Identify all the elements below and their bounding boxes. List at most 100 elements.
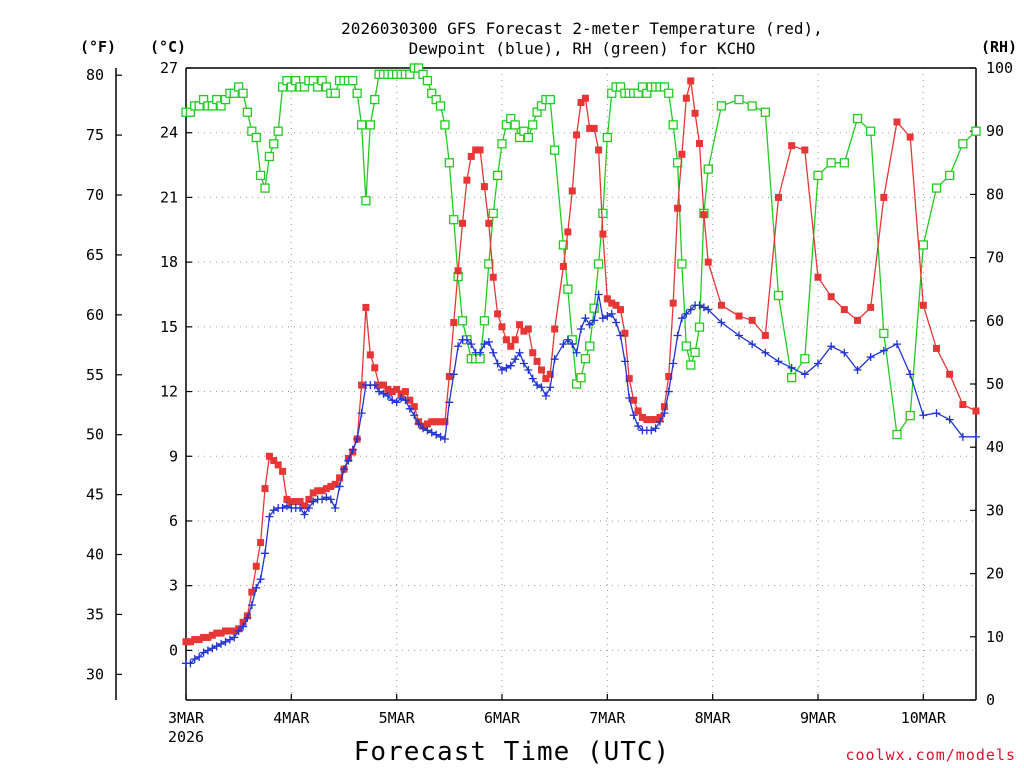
x-tick-label: 9MAR [800,709,837,727]
rh-point [348,75,358,86]
temperature-point [599,230,607,238]
dewpoint-point [669,359,678,368]
temperature-point [309,489,317,497]
temperature-point [472,146,480,154]
rh-point [598,208,608,219]
temperature-point [410,403,418,411]
dewpoint-point [603,312,612,321]
temperature-point [840,306,848,314]
rh-tick-label: 90 [986,122,1004,140]
temperature-point [450,319,458,327]
celsius-tick-label: 0 [169,641,178,659]
dewpoint-point [454,342,463,351]
temperature-point [775,193,782,201]
dewpoint-point [225,635,234,644]
dewpoint-point [217,639,226,648]
temperature-point [612,301,620,309]
temperature-point [643,416,651,424]
rh-point [440,120,450,130]
temperature-point [559,262,567,270]
celsius-axis-unit: (°C) [150,38,186,56]
dewpoint-point [879,346,888,355]
dewpoint-point [660,409,669,418]
temperature-point [498,323,506,331]
temperature-point [287,498,295,506]
dewpoint-point [190,655,199,664]
temperature-point [327,482,335,490]
dewpoint-point [581,314,590,323]
dewpoint-point [550,355,559,364]
dewpoint-point [239,622,248,631]
dewpoint-point [344,456,353,465]
temperature-point [252,562,260,570]
temperature-point [261,485,269,493]
rh-point [686,360,696,370]
temperature-point [687,77,695,85]
dewpoint-point [506,361,515,370]
dewpoint-point [462,335,471,344]
celsius-tick-label: 3 [169,577,178,595]
rh-point [580,354,591,364]
temperature-point [401,388,409,396]
dewpoint-point [814,359,822,368]
rh-tick-label: 70 [986,249,1004,267]
dewpoint-point [704,305,713,314]
dewpoint-point [252,583,261,592]
temperature-point [682,94,690,102]
rh-point [550,145,560,155]
rh-point [269,139,279,149]
dewpoint-point [335,482,344,491]
temperature-point [590,124,598,132]
fahrenheit-axis-unit: (°F) [80,38,116,56]
dewpoint-point [432,430,441,439]
dewpoint-point [761,348,770,357]
dewpoint-point [651,424,660,433]
dewpoint-point [664,387,673,396]
temperature-point [972,407,980,415]
dewpoint-point [945,415,954,424]
temperature-point [608,299,616,307]
rh-point [773,290,784,301]
temperature-point [617,306,624,314]
temperature-point [551,325,559,333]
temperature-point [542,375,550,383]
temperature-point [432,418,440,426]
dewpoint-point [677,314,686,323]
fahrenheit-tick-label: 70 [86,186,104,204]
temperature-point [226,627,234,635]
temperature-point [204,633,212,641]
temperature-point [454,267,462,275]
rh-point [593,259,604,269]
dewpoint-point [511,355,520,364]
rh-point [585,341,595,351]
temperature-point [186,638,194,646]
temperature-point [568,187,576,195]
dewpoint-point [243,614,252,623]
dewpoint-point [326,495,335,504]
rh-point [760,107,770,117]
dewpoint-point [282,501,291,510]
rh-point [449,215,459,225]
dewpoint-point [186,659,195,668]
dewpoint-point [221,637,230,646]
dewpoint-point [256,575,265,584]
rh-point [361,196,371,206]
rh-tick-label: 80 [986,185,1004,203]
dewpoint-point [866,353,875,362]
temperature-point [814,273,822,281]
temperature-point [735,312,743,320]
temperature-point [182,638,190,646]
dewpoint-point [388,396,397,405]
rh-point [716,101,727,111]
dewpoint-point [208,644,217,653]
temperature-point [384,385,392,393]
dewpoint-point [392,398,401,407]
temperature-point [459,219,466,227]
rh-point [826,158,836,168]
temperature-point [919,301,927,309]
rh-point [958,139,968,149]
celsius-tick-label: 12 [160,383,178,401]
dewpoint-point [467,340,476,349]
temperature-point [248,588,256,596]
